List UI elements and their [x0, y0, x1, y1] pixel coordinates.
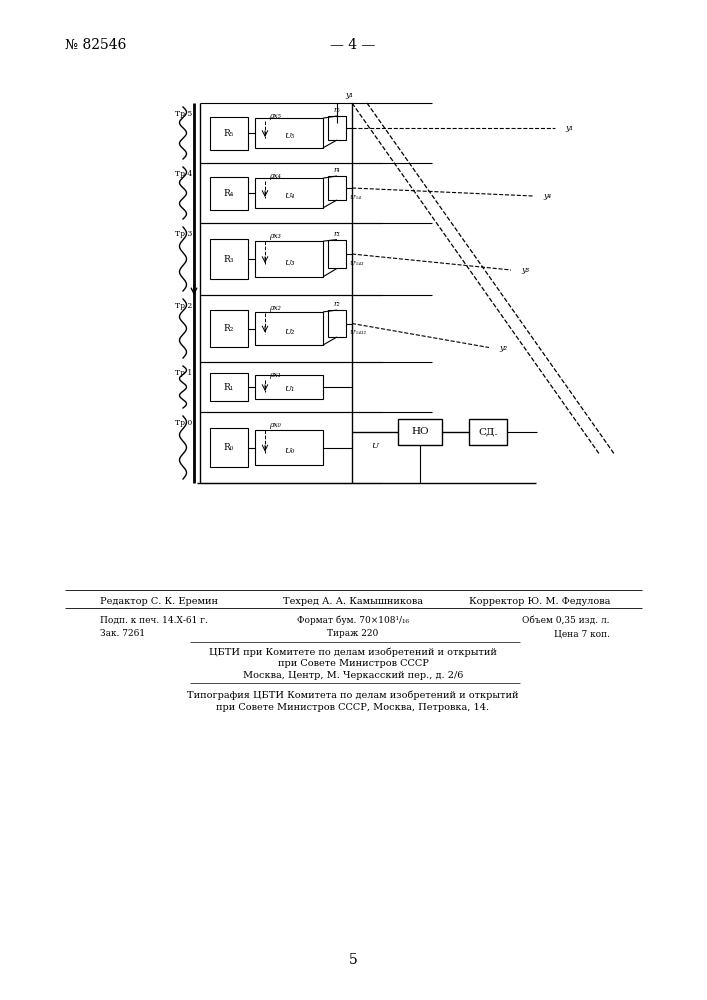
- Bar: [210, 176, 248, 210]
- Text: r₅: r₅: [334, 106, 340, 114]
- Text: Типография ЦБТИ Комитета по делам изобретений и открытий: Типография ЦБТИ Комитета по делам изобре…: [187, 690, 519, 700]
- Text: Tp 3: Tp 3: [175, 230, 192, 238]
- Text: Москва, Центр, М. Черкасский пер., д. 2/6: Москва, Центр, М. Черкасский пер., д. 2/…: [243, 672, 463, 680]
- Bar: [210, 310, 248, 347]
- Text: U₄: U₄: [284, 192, 294, 200]
- Text: R₃: R₃: [224, 254, 234, 263]
- Text: Корректор Ю. М. Федулова: Корректор Ю. М. Федулова: [469, 597, 610, 606]
- Bar: [255, 312, 323, 345]
- Text: R₀: R₀: [224, 443, 234, 452]
- Text: U₅: U₅: [284, 132, 294, 140]
- Text: R₂: R₂: [224, 324, 234, 333]
- Text: U: U: [371, 442, 378, 450]
- Bar: [328, 310, 346, 337]
- Text: ρx₅: ρx₅: [269, 112, 281, 120]
- Text: ρx₂: ρx₂: [269, 304, 281, 312]
- Bar: [328, 240, 346, 268]
- Text: y₄: y₄: [543, 192, 551, 200]
- Bar: [255, 241, 323, 277]
- Bar: [328, 176, 346, 200]
- Text: Тираж 220: Тираж 220: [327, 630, 379, 639]
- Bar: [255, 430, 323, 465]
- Bar: [210, 373, 248, 401]
- Text: y₃: y₃: [521, 266, 529, 274]
- Text: y₁: y₁: [345, 91, 353, 99]
- Bar: [255, 118, 323, 148]
- Bar: [328, 116, 346, 140]
- Text: ρx₀: ρx₀: [269, 421, 281, 429]
- Bar: [255, 375, 323, 399]
- Text: — 4 —: — 4 —: [330, 38, 375, 52]
- Text: r₄: r₄: [334, 166, 340, 174]
- Text: ρx₃: ρx₃: [269, 232, 281, 240]
- Text: ЦБТИ при Комитете по делам изобретений и открытий: ЦБТИ при Комитете по делам изобретений и…: [209, 647, 497, 657]
- Text: Tp 2: Tp 2: [175, 302, 192, 310]
- Text: U₃: U₃: [284, 259, 294, 267]
- Bar: [255, 178, 323, 208]
- Text: Объем 0,35 изд. л.: Объем 0,35 изд. л.: [522, 615, 610, 624]
- Bar: [398, 419, 442, 445]
- Text: Цена 7 коп.: Цена 7 коп.: [554, 630, 610, 639]
- Text: U'₅₄₃₂: U'₅₄₃₂: [349, 330, 366, 336]
- Text: 5: 5: [349, 953, 357, 967]
- Text: U₀: U₀: [284, 447, 294, 455]
- Text: Формат бум. 70×108¹/₁₆: Формат бум. 70×108¹/₁₆: [297, 615, 409, 625]
- Text: U₂: U₂: [284, 328, 294, 336]
- Text: Редактор С. К. Еремин: Редактор С. К. Еремин: [100, 597, 218, 606]
- Text: Подп. к печ. 14.Х-61 г.: Подп. к печ. 14.Х-61 г.: [100, 615, 208, 624]
- Text: R₅: R₅: [224, 128, 234, 137]
- Text: Техред А. А. Камышникова: Техред А. А. Камышникова: [283, 597, 423, 606]
- Text: при Совете Министров СССР: при Совете Министров СССР: [278, 660, 428, 668]
- Text: r₂: r₂: [334, 300, 340, 308]
- Text: СД.: СД.: [478, 428, 498, 436]
- Text: ρx₁: ρx₁: [269, 371, 281, 379]
- Text: Tp 0: Tp 0: [175, 419, 192, 427]
- Bar: [210, 239, 248, 279]
- Text: НО: НО: [411, 428, 429, 436]
- Text: U'₅₄₃: U'₅₄₃: [349, 261, 363, 266]
- Bar: [469, 419, 507, 445]
- Bar: [210, 428, 248, 467]
- Text: ρx₄: ρx₄: [269, 172, 281, 180]
- Text: при Совете Министров СССР, Москва, Петровка, 14.: при Совете Министров СССР, Москва, Петро…: [216, 702, 489, 712]
- Text: r₃: r₃: [334, 230, 340, 238]
- Text: Tp 1: Tp 1: [175, 369, 192, 377]
- Text: Tp 5: Tp 5: [175, 110, 192, 118]
- Text: U'₅₄: U'₅₄: [349, 195, 361, 200]
- Text: № 82546: № 82546: [65, 38, 127, 52]
- Text: U₁: U₁: [284, 385, 294, 393]
- Bar: [210, 116, 248, 149]
- Text: R₄: R₄: [224, 188, 234, 198]
- Text: Tp 4: Tp 4: [175, 170, 192, 178]
- Text: R₁: R₁: [224, 382, 234, 391]
- Text: y₂: y₂: [499, 344, 507, 352]
- Text: Зак. 7261: Зак. 7261: [100, 630, 145, 639]
- Text: y₁: y₁: [565, 124, 573, 132]
